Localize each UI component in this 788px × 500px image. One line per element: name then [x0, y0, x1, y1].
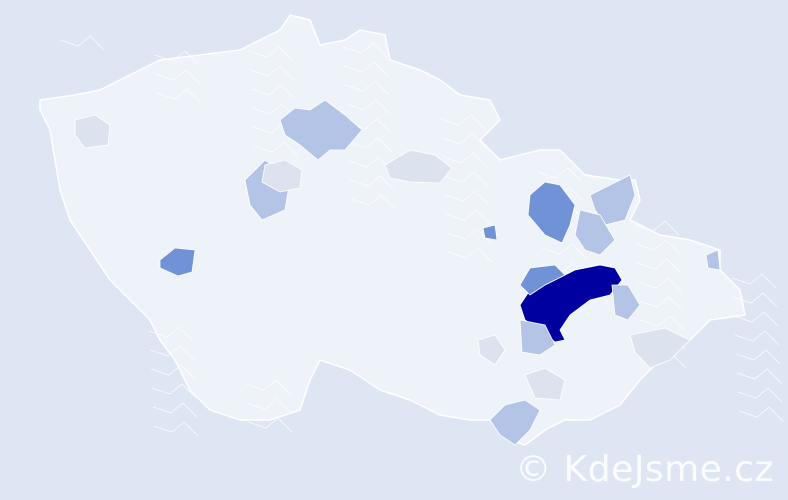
district-border	[441, 133, 487, 149]
district-border	[347, 137, 393, 153]
district-border	[343, 61, 389, 77]
district-border	[635, 239, 681, 255]
district-level-pale[interactable]	[524, 367, 566, 401]
district-level-light[interactable]	[279, 99, 363, 161]
district-border	[344, 80, 390, 96]
district-border	[736, 368, 782, 384]
district-border	[541, 243, 587, 259]
district-border	[446, 228, 492, 244]
district-border	[735, 349, 781, 365]
district-border	[738, 406, 784, 422]
district-border	[245, 379, 291, 395]
district-border	[248, 46, 294, 62]
district-level-dark[interactable]	[519, 264, 623, 343]
district-border	[350, 194, 396, 210]
district-border	[155, 69, 201, 85]
district-border	[249, 65, 295, 81]
district-border	[250, 84, 296, 100]
district-level-light[interactable]	[519, 319, 556, 356]
district-level-pale[interactable]	[74, 114, 111, 149]
district-level-medium[interactable]	[159, 247, 196, 277]
district-border	[634, 220, 680, 236]
district-border	[251, 103, 297, 119]
district-border	[349, 175, 395, 191]
district-level-light[interactable]	[611, 284, 641, 321]
district-border	[734, 330, 780, 346]
district-border	[150, 364, 196, 380]
district-border	[440, 114, 486, 130]
district-border	[637, 277, 683, 293]
district-border	[152, 402, 198, 418]
district-border	[345, 99, 391, 115]
district-level-pale[interactable]	[629, 327, 691, 369]
district-border	[154, 50, 200, 66]
district-border	[153, 421, 199, 437]
district-border	[733, 311, 779, 327]
district-level-pale[interactable]	[384, 149, 453, 184]
district-level-medium[interactable]	[482, 224, 498, 241]
watermark: © KdeJsme.cz	[515, 449, 774, 490]
district-border	[537, 167, 583, 183]
district-level-light[interactable]	[589, 174, 636, 226]
district-level-medium[interactable]	[527, 181, 576, 244]
district-border	[636, 258, 682, 274]
district-border	[156, 88, 202, 104]
district-level-light[interactable]	[574, 209, 616, 256]
district-border	[342, 42, 388, 58]
district-border	[737, 387, 783, 403]
district-border	[638, 296, 684, 312]
district-border	[253, 141, 299, 157]
district-border	[445, 209, 491, 225]
district-border	[447, 247, 493, 263]
district-border	[247, 417, 293, 433]
district-border	[149, 345, 195, 361]
district-level-light[interactable]	[705, 249, 721, 271]
district-border	[731, 273, 777, 289]
district-border	[151, 383, 197, 399]
district-border	[444, 190, 490, 206]
district-border	[639, 315, 685, 331]
district-border	[148, 326, 194, 342]
district-border	[443, 171, 489, 187]
district-level-medium[interactable]	[519, 264, 566, 296]
district-level-light[interactable]	[489, 399, 541, 446]
district-border	[246, 398, 292, 414]
district-level-pale[interactable]	[261, 159, 303, 193]
district-level-pale[interactable]	[477, 334, 506, 366]
district-border	[732, 292, 778, 308]
country-outline	[39, 14, 746, 446]
district-border	[59, 35, 105, 51]
district-border	[442, 152, 488, 168]
